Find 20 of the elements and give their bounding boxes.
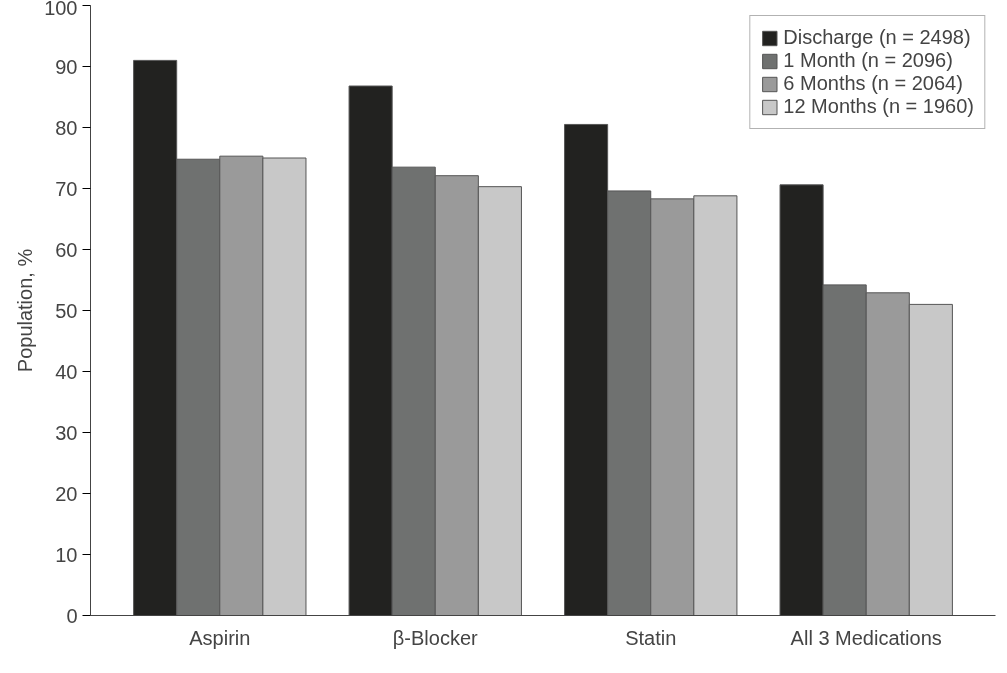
y-tick-label: 10 — [55, 543, 78, 566]
legend-label: 1 Month (n = 2096) — [783, 49, 953, 72]
x-tick-label: All 3 Medications — [790, 626, 942, 649]
y-tick-label: 100 — [44, 0, 78, 19]
y-tick-label: 70 — [55, 177, 78, 200]
y-tick-label: 50 — [55, 299, 78, 322]
y-tick-label: 30 — [55, 421, 78, 444]
x-tick-label: Statin — [625, 626, 677, 649]
y-tick-label: 90 — [55, 55, 78, 78]
y-tick-label: 20 — [55, 482, 78, 505]
y-tick-label: 80 — [55, 116, 78, 139]
y-tick-label: 40 — [55, 360, 78, 383]
legend-label: 12 Months (n = 1960) — [783, 95, 974, 118]
y-tick-label: 0 — [66, 604, 78, 627]
y-tick-label: 60 — [55, 238, 78, 261]
x-tick-label: Aspirin — [189, 626, 251, 649]
y-axis-title: Population, % — [14, 248, 37, 373]
legend-label: Discharge (n = 2498) — [783, 26, 971, 49]
x-tick-label: β-Blocker — [392, 626, 479, 649]
legend-label: 6 Months (n = 2064) — [783, 72, 963, 95]
